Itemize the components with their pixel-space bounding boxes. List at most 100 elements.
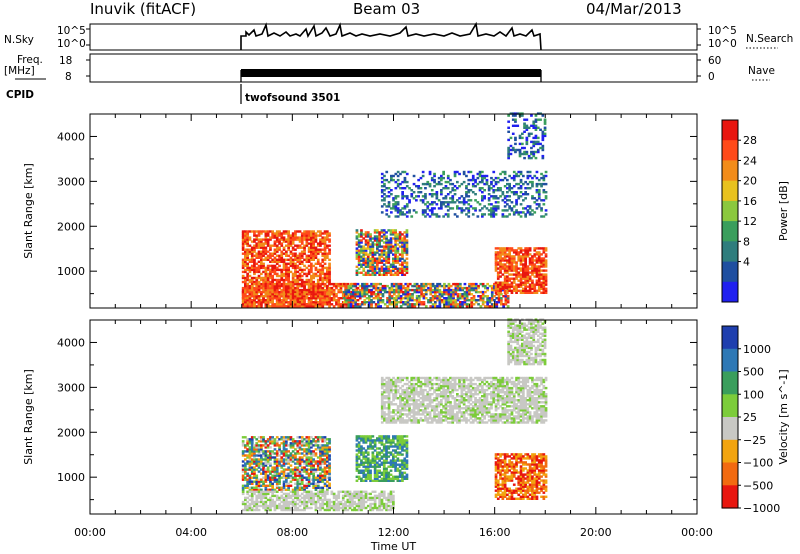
heatmap-cell	[250, 488, 254, 491]
heatmap-cell	[506, 209, 509, 212]
heatmap-cell	[280, 254, 284, 257]
heatmap-cell	[305, 494, 309, 498]
heatmap-cell	[282, 438, 286, 441]
heatmap-cell	[494, 176, 498, 180]
heatmap-cell	[533, 267, 537, 270]
heatmap-cell	[312, 452, 315, 455]
heatmap-cell	[260, 484, 263, 487]
heatmap-cell	[316, 478, 320, 481]
heatmap-cell	[287, 436, 290, 439]
heatmap-cell	[527, 134, 531, 138]
heatmap-cell	[266, 484, 270, 487]
heatmap-cell	[260, 458, 263, 461]
heatmap-cell	[364, 273, 368, 276]
heatmap-cell	[434, 295, 437, 298]
heatmap-cell	[287, 468, 290, 471]
heatmap-cell	[273, 478, 277, 481]
heatmap-cell	[385, 239, 388, 242]
heatmap-cell	[481, 295, 485, 298]
heatmap-cell	[248, 290, 252, 294]
heatmap-cell	[398, 267, 402, 270]
heatmap-cell	[533, 283, 537, 286]
heatmap-cell	[371, 269, 375, 272]
heatmap-cell	[380, 502, 384, 506]
heatmap-cell	[303, 299, 306, 302]
heatmap-cell	[264, 464, 268, 467]
heatmap-cell	[452, 282, 455, 286]
heatmap-cell	[420, 303, 423, 306]
heatmap-cell	[431, 290, 435, 294]
heatmap-cell	[540, 259, 543, 262]
heatmap-cell	[352, 305, 355, 308]
heatmap-cell	[250, 500, 254, 504]
heatmap-cell	[402, 297, 405, 300]
heatmap-cell	[282, 274, 286, 278]
heatmap-cell	[494, 213, 498, 216]
heatmap-cell	[282, 240, 286, 243]
heatmap-cell	[353, 494, 356, 498]
heatmap-cell	[300, 508, 304, 512]
heatmap-cell	[321, 268, 325, 272]
heatmap-cell	[501, 253, 505, 256]
heatmap-cell	[344, 502, 347, 506]
heatmap-cell	[319, 301, 322, 304]
heatmap-cell	[531, 195, 534, 198]
heatmap-cell	[396, 271, 400, 274]
heatmap-cell	[383, 199, 386, 202]
heatmap-cell	[255, 256, 259, 259]
heatmap-cell	[264, 272, 268, 276]
heatmap-cell	[328, 468, 331, 471]
heatmap-cell	[471, 176, 475, 180]
heatmap-cell	[481, 284, 485, 288]
heatmap-cell	[328, 474, 331, 477]
heatmap-cell	[319, 238, 322, 241]
heatmap-cell	[362, 494, 366, 498]
heatmap-cell	[417, 187, 420, 190]
heatmap-cell	[360, 233, 363, 236]
heatmap-cell	[531, 273, 534, 276]
heatmap-cell	[360, 271, 363, 274]
heatmap-cell	[260, 462, 263, 465]
heatmap-cell	[328, 470, 331, 473]
heatmap-cell	[257, 268, 261, 272]
heatmap-cell	[296, 474, 300, 477]
nave-tick-bottom: 0	[708, 71, 715, 83]
heatmap-cell	[300, 274, 304, 278]
heatmap-cell	[319, 305, 322, 308]
heatmap-cell	[403, 213, 407, 216]
heatmap-cell	[294, 252, 297, 255]
heatmap-cell	[524, 279, 527, 282]
heatmap-cell	[310, 297, 313, 300]
heatmap-cell	[326, 266, 329, 270]
heatmap-cell	[253, 301, 256, 304]
heatmap-cell	[468, 286, 471, 290]
heatmap-cell	[379, 301, 382, 304]
heatmap-cell	[541, 130, 545, 133]
heatmap-cell	[436, 299, 439, 302]
heatmap-cell	[540, 275, 543, 278]
heatmap-cell	[528, 287, 532, 290]
heatmap-cell	[328, 454, 331, 457]
heatmap-cell	[264, 234, 268, 237]
heatmap-cell	[355, 273, 359, 276]
heatmap-cell	[269, 299, 272, 302]
heatmap-cell	[326, 438, 329, 441]
heatmap-cell	[506, 199, 509, 202]
heatmap-cell	[379, 286, 382, 290]
heatmap-cell	[285, 452, 288, 455]
heatmap-cell	[273, 494, 277, 498]
heatmap-cell	[262, 266, 265, 270]
heatmap-cell	[440, 189, 443, 192]
heatmap-cell	[519, 255, 523, 258]
heatmap-cell	[326, 270, 329, 274]
heatmap-cell	[449, 182, 452, 186]
heatmap-cell	[296, 274, 300, 278]
heatmap-cell	[537, 275, 541, 278]
heatmap-cell	[477, 284, 480, 288]
heatmap-cell	[390, 303, 394, 306]
heatmap-cell	[510, 259, 514, 262]
heatmap-cell	[305, 502, 309, 506]
heatmap-cell	[344, 494, 347, 498]
heatmap-cell	[314, 436, 318, 439]
heatmap-cell	[257, 260, 261, 263]
